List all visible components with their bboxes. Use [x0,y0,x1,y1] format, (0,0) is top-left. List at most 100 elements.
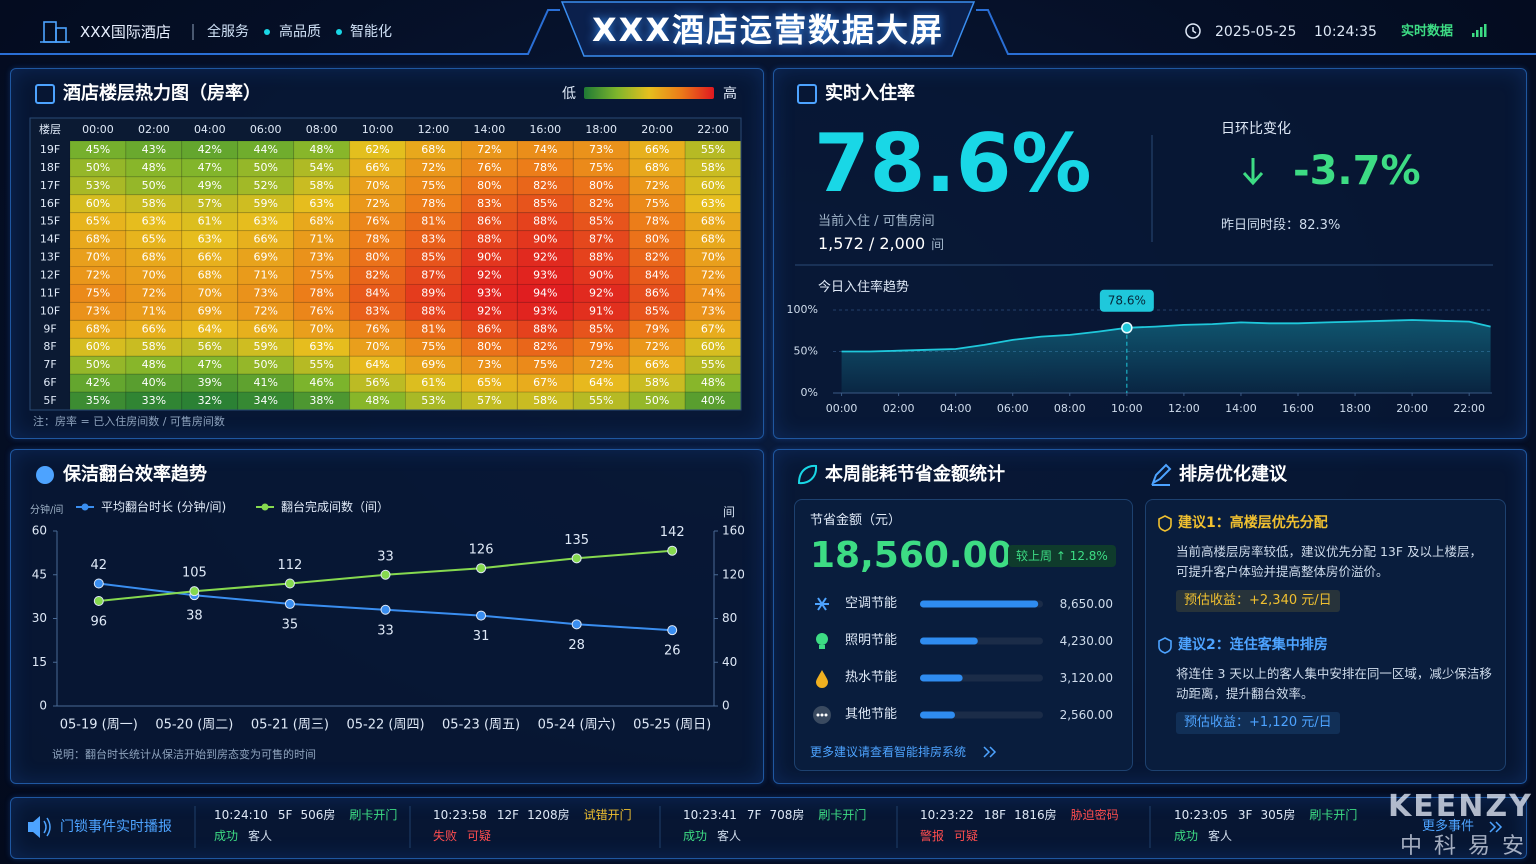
series-point [284,578,295,589]
heat-cell-label: 46% [309,376,333,389]
icon-part [1484,24,1487,37]
heat-cell-label: 66% [253,322,277,335]
column-label: 02:00 [138,123,170,136]
heat-cell-label: 69% [421,358,445,371]
legend-low: 低 [562,85,576,102]
heat-cell-label: 55% [701,143,725,156]
event-room: 506房 [300,808,336,822]
heatmap-note: 注：房率 = 已入住房间数 / 可售房间数 [33,415,225,429]
y2-tick-label: 160 [722,524,745,538]
event-status: 失败 [433,829,458,843]
heat-cell-label: 89% [421,286,445,299]
heat-cell-label: 70% [365,340,389,353]
down-arrow [1242,158,1264,186]
heat-cell-label: 69% [253,251,277,264]
heat-cell-label: 68% [142,251,166,264]
icon-part [55,27,67,43]
heat-cell-label: 75% [645,197,669,210]
trend-title: 今日入住率趋势 [818,280,910,296]
heat-cell-label: 59% [253,340,277,353]
heat-cell-label: 76% [365,322,389,335]
series-point [571,619,582,630]
x-tick-label: 05-20 (周二) [155,718,233,733]
rooms-line: 1,572 / 2,000 间 [818,234,944,254]
row-label: 9F [43,322,56,335]
heat-cell-label: 60% [86,340,110,353]
heat-cell-label: 78% [533,161,557,174]
panel-icon [36,466,54,484]
event-who: 客人 [717,829,742,843]
ticker-panel [10,797,1527,859]
heat-cell-label: 63% [309,197,333,210]
heat-cell [293,301,351,321]
icon-part [817,597,827,611]
bar [920,674,963,682]
heat-cell-label: 76% [365,215,389,228]
y2-tick-label: 80 [722,611,737,625]
heat-cell-label: 68% [198,269,222,282]
heat-cell-label: 40% [701,394,725,407]
heat-cell-label: 82% [365,269,389,282]
speaker-icon [28,816,40,838]
heat-cell-label: 82% [645,251,669,264]
live-label: 实时数据 [1401,24,1454,40]
y-tick-label: 30 [32,611,47,625]
icon-part [820,713,824,717]
data-label: 135 [564,533,589,548]
event-floor: 18F [983,808,1007,822]
energy-label: 照明节能 [845,633,898,649]
heat-cell-label: 83% [421,233,445,246]
event-who: 客人 [248,829,273,843]
heat-cell-label: 53% [86,179,110,192]
series-point [284,598,295,609]
heat-cell-label: 86% [645,286,669,299]
heat-cell-label: 68% [86,233,110,246]
x-tick-label: 06:00 [997,402,1029,415]
heat-cell-label: 73% [309,251,333,264]
panel-title: 酒店楼层热力图（房率） [63,83,261,105]
event-action: 刷卡开门 [349,808,398,822]
event-line: 成功 客人 [1174,829,1232,843]
event-who: 可疑 [467,829,492,843]
suggestion-text: 将连住 3 天以上的客人集中安排在同一区域，减少保洁移动距离，提升翻台效率。 [1176,666,1492,701]
suggestion-text: 当前高楼层房率较低，建议优先分配 13F 及以上楼层，可提升客户体验并提高整体房… [1176,544,1483,579]
heat-cell-label: 42% [198,143,222,156]
heat-cell-label: 83% [365,304,389,317]
event-time: 10:23:58 [433,808,487,822]
panel-title: 排房优化建议 [1179,464,1287,486]
heat-cell-label: 78% [309,286,333,299]
heat-cell-label: 66% [142,322,166,335]
ticker-dividers [194,806,1151,848]
header-line [976,9,1536,55]
heat-cell-label: 92% [477,304,501,317]
heat-cell-label: 52% [253,179,277,192]
series-point [93,596,104,606]
heat-cell-label: 71% [142,304,166,317]
heat-cell-label: 80% [589,179,613,192]
event-room: 305房 [1260,808,1296,822]
row-label: 13F [40,251,60,264]
x-tick-label: 12:00 [1168,402,1200,415]
heat-cell-label: 70% [86,251,110,264]
row-label: 5F [43,394,56,407]
data-label: 38 [186,609,203,624]
row-label: 10F [40,304,60,317]
x-tick-label: 05-19 (周一) [60,718,138,733]
clock-hand [1192,27,1197,34]
heat-cell-label: 50% [645,394,669,407]
data-label: 26 [664,644,681,659]
heat-cell-label: 58% [142,340,166,353]
row-label: 15F [40,215,60,228]
event-floor: 7F [746,808,762,822]
suggestion-icon [1158,515,1172,532]
column-label: 20:00 [641,123,673,136]
event-action: 胁迫密码 [1070,808,1119,822]
heat-cell-label: 68% [701,215,725,228]
heat-cell-label: 63% [701,197,725,210]
heat-cell-label: 88% [477,233,501,246]
heat-cell-label: 66% [198,251,222,264]
column-label: 08:00 [306,123,338,136]
heat-cell-label: 66% [365,161,389,174]
hotel-icon [40,21,70,43]
